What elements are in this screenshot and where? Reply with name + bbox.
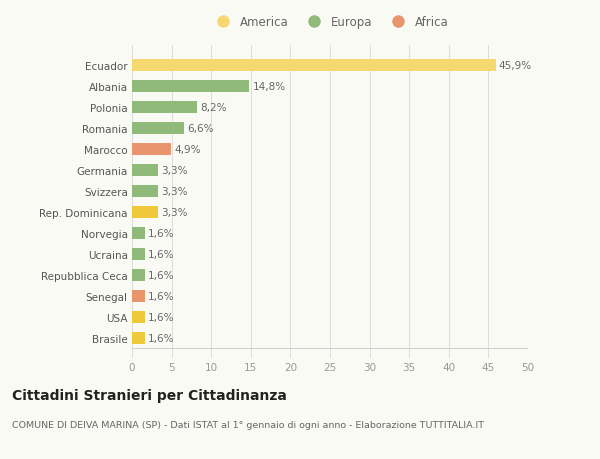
Text: 8,2%: 8,2% bbox=[200, 103, 227, 113]
Text: 1,6%: 1,6% bbox=[148, 270, 175, 280]
Text: 1,6%: 1,6% bbox=[148, 229, 175, 238]
Text: Cittadini Stranieri per Cittadinanza: Cittadini Stranieri per Cittadinanza bbox=[12, 388, 287, 402]
Bar bbox=[132, 165, 158, 176]
Bar bbox=[132, 102, 197, 113]
Text: 1,6%: 1,6% bbox=[148, 249, 175, 259]
Bar bbox=[132, 123, 184, 134]
Text: 1,6%: 1,6% bbox=[148, 333, 175, 343]
Bar bbox=[132, 249, 145, 260]
Text: 1,6%: 1,6% bbox=[148, 291, 175, 301]
Bar bbox=[132, 60, 496, 72]
Text: 3,3%: 3,3% bbox=[161, 186, 188, 196]
Text: 6,6%: 6,6% bbox=[187, 123, 214, 134]
Text: 1,6%: 1,6% bbox=[148, 312, 175, 322]
Text: 4,9%: 4,9% bbox=[174, 145, 200, 155]
Text: 45,9%: 45,9% bbox=[499, 61, 532, 71]
Bar bbox=[132, 144, 171, 155]
Bar bbox=[132, 186, 158, 197]
Bar bbox=[132, 291, 145, 302]
Text: 14,8%: 14,8% bbox=[253, 82, 286, 92]
Bar bbox=[132, 311, 145, 323]
Bar bbox=[132, 269, 145, 281]
Bar bbox=[132, 207, 158, 218]
Text: 3,3%: 3,3% bbox=[161, 207, 188, 218]
Legend: America, Europa, Africa: America, Europa, Africa bbox=[206, 11, 454, 34]
Text: COMUNE DI DEIVA MARINA (SP) - Dati ISTAT al 1° gennaio di ogni anno - Elaborazio: COMUNE DI DEIVA MARINA (SP) - Dati ISTAT… bbox=[12, 420, 484, 429]
Text: 3,3%: 3,3% bbox=[161, 166, 188, 175]
Bar bbox=[132, 228, 145, 239]
Bar bbox=[132, 332, 145, 344]
Bar bbox=[132, 81, 249, 93]
